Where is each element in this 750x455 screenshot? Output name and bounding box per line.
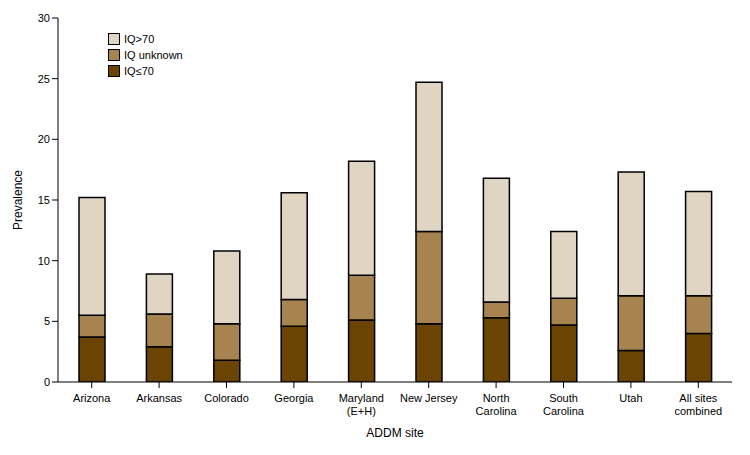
svg-text:Utah: Utah bbox=[619, 392, 642, 404]
svg-text:Georgia: Georgia bbox=[274, 392, 314, 404]
svg-text:0: 0 bbox=[44, 376, 50, 388]
svg-text:Prevalence: Prevalence bbox=[11, 170, 25, 230]
svg-text:combined: combined bbox=[674, 405, 722, 417]
html-text:IQ>70: IQ>70 bbox=[124, 33, 155, 45]
svg-text:Maryland: Maryland bbox=[339, 392, 384, 404]
svg-text:(E+H): (E+H) bbox=[347, 405, 376, 417]
svg-text:Carolina: Carolina bbox=[543, 405, 585, 417]
svg-text:Carolina: Carolina bbox=[476, 405, 518, 417]
html-text:IQ≤70: IQ≤70 bbox=[124, 65, 154, 77]
html-text:IQ unknown: IQ unknown bbox=[124, 49, 183, 61]
svg-text:Arizona: Arizona bbox=[73, 392, 111, 404]
svg-text:10: 10 bbox=[38, 255, 50, 267]
svg-text:Colorado: Colorado bbox=[204, 392, 249, 404]
svg-text:20: 20 bbox=[38, 133, 50, 145]
svg-text:South: South bbox=[549, 392, 578, 404]
svg-text:15: 15 bbox=[38, 194, 50, 206]
svg-text:North: North bbox=[483, 392, 510, 404]
svg-text:ADDM site: ADDM site bbox=[366, 426, 424, 440]
svg-text:30: 30 bbox=[38, 12, 50, 24]
svg-text:New Jersey: New Jersey bbox=[400, 392, 458, 404]
svg-text:5: 5 bbox=[44, 315, 50, 327]
svg-text:Arkansas: Arkansas bbox=[136, 392, 182, 404]
svg-text:25: 25 bbox=[38, 73, 50, 85]
svg-text:All sites: All sites bbox=[679, 392, 717, 404]
